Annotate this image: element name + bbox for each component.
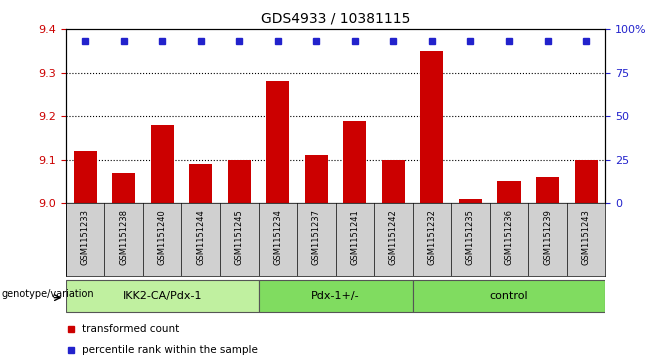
Bar — [413, 280, 605, 312]
Bar — [228, 160, 251, 203]
Bar — [151, 125, 174, 203]
Text: transformed count: transformed count — [82, 324, 179, 334]
Text: genotype/variation: genotype/variation — [1, 289, 94, 299]
Bar — [189, 164, 213, 203]
Text: IKK2-CA/Pdx-1: IKK2-CA/Pdx-1 — [122, 291, 202, 301]
Bar — [74, 151, 97, 203]
Text: GSM1151235: GSM1151235 — [466, 209, 475, 265]
Bar — [112, 173, 135, 203]
Bar — [343, 121, 367, 203]
Text: GSM1151244: GSM1151244 — [196, 209, 205, 265]
Text: GSM1151238: GSM1151238 — [119, 209, 128, 265]
Bar — [574, 160, 597, 203]
Text: GSM1151239: GSM1151239 — [543, 209, 552, 265]
Bar — [266, 81, 290, 203]
Text: GSM1151232: GSM1151232 — [428, 209, 436, 265]
Bar — [420, 51, 443, 203]
Bar — [382, 160, 405, 203]
Bar — [259, 280, 413, 312]
Bar — [459, 199, 482, 203]
Bar — [66, 280, 259, 312]
Text: Pdx-1+/-: Pdx-1+/- — [311, 291, 360, 301]
Title: GDS4933 / 10381115: GDS4933 / 10381115 — [261, 11, 411, 25]
Text: GSM1151233: GSM1151233 — [80, 209, 89, 265]
Bar — [305, 155, 328, 203]
Text: GSM1151241: GSM1151241 — [350, 209, 359, 265]
Bar — [536, 177, 559, 203]
Text: GSM1151240: GSM1151240 — [158, 209, 166, 265]
Bar — [497, 182, 520, 203]
Text: control: control — [490, 291, 528, 301]
Text: GSM1151237: GSM1151237 — [312, 209, 321, 265]
Text: GSM1151245: GSM1151245 — [235, 209, 243, 265]
Text: GSM1151234: GSM1151234 — [273, 209, 282, 265]
Text: percentile rank within the sample: percentile rank within the sample — [82, 345, 258, 355]
Text: GSM1151243: GSM1151243 — [582, 209, 591, 265]
Text: GSM1151242: GSM1151242 — [389, 209, 398, 265]
Text: GSM1151236: GSM1151236 — [505, 209, 513, 265]
